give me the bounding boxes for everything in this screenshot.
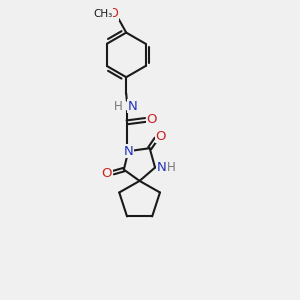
Text: O: O	[146, 113, 157, 127]
Text: N: N	[157, 161, 166, 174]
Text: O: O	[156, 130, 166, 143]
Text: CH₃: CH₃	[93, 9, 113, 19]
Text: N: N	[127, 100, 137, 112]
Text: O: O	[102, 167, 112, 180]
Text: N: N	[123, 145, 133, 158]
Text: H: H	[167, 161, 176, 174]
Text: O: O	[109, 8, 118, 20]
Text: H: H	[114, 100, 123, 112]
